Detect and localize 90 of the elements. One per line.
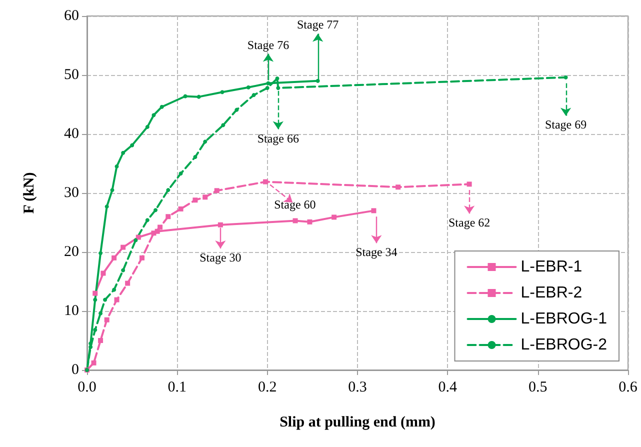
- point: [125, 280, 130, 286]
- point: [121, 150, 126, 155]
- point: [154, 208, 158, 212]
- point: [104, 204, 109, 209]
- x-tick-label: 0.0: [78, 380, 96, 396]
- point: [234, 108, 239, 112]
- point: [221, 123, 226, 128]
- annotation: Stage 66: [257, 131, 299, 146]
- point: [214, 188, 220, 194]
- legend-label: L-EBROG-1: [520, 310, 608, 328]
- point: [88, 344, 93, 349]
- y-tick-label: 40: [64, 126, 79, 142]
- point: [466, 182, 472, 187]
- x-tick-label: 0.1: [168, 380, 187, 396]
- point: [98, 251, 103, 256]
- point: [166, 188, 170, 192]
- point: [202, 194, 208, 200]
- y-tick-label: 60: [64, 8, 79, 24]
- point: [292, 218, 298, 224]
- legend-label: L-EBROG-2: [520, 336, 608, 354]
- point: [220, 90, 224, 94]
- point: [266, 81, 270, 86]
- point: [112, 255, 117, 260]
- y-tick-label: 30: [64, 185, 79, 201]
- point: [160, 104, 164, 109]
- point: [88, 341, 93, 346]
- annotation: Stage 69: [544, 118, 587, 132]
- point: [192, 198, 198, 203]
- point: [114, 297, 120, 302]
- point: [98, 338, 104, 343]
- point: [276, 86, 280, 90]
- point: [152, 113, 156, 118]
- point: [275, 76, 280, 81]
- x-tick-label: 0.6: [618, 380, 638, 396]
- y-tick-label: 0: [72, 362, 79, 378]
- point: [145, 218, 150, 222]
- annotation: Stage 60: [274, 197, 316, 212]
- point: [196, 94, 201, 99]
- point: [93, 328, 98, 332]
- y-tick-label: 20: [64, 244, 79, 260]
- x-tick-label: 0.2: [258, 380, 277, 396]
- point: [121, 268, 126, 272]
- point: [564, 75, 568, 80]
- annotation: Stage 77: [296, 18, 339, 32]
- point: [114, 164, 119, 168]
- point: [140, 255, 144, 260]
- point: [91, 360, 96, 366]
- point: [110, 188, 114, 192]
- point: [193, 155, 198, 160]
- point: [120, 244, 126, 250]
- x-tick-label: 0.4: [438, 380, 458, 396]
- annotation: Stage 76: [247, 38, 290, 52]
- point: [93, 298, 98, 302]
- point: [112, 288, 116, 292]
- annotation: Stage 34: [356, 245, 398, 260]
- x-tick-label: 0.3: [348, 380, 367, 396]
- point: [307, 219, 312, 224]
- y-tick-label: 10: [64, 303, 79, 319]
- point: [332, 214, 337, 220]
- x-tick-label: 0.5: [528, 380, 548, 396]
- point: [178, 172, 183, 176]
- legend-label: L-EBR-1: [520, 258, 582, 276]
- point: [145, 124, 150, 129]
- point: [158, 224, 163, 230]
- point: [92, 290, 98, 296]
- point: [166, 214, 171, 220]
- point: [252, 93, 256, 98]
- legend-label: L-EBR-2: [520, 284, 582, 302]
- point: [263, 179, 268, 184]
- point: [265, 86, 270, 90]
- point: [98, 311, 103, 316]
- point: [396, 184, 401, 190]
- point: [246, 85, 250, 90]
- x-axis-title: Slip at pulling end (mm): [280, 414, 436, 430]
- point: [178, 206, 184, 212]
- point: [371, 208, 376, 214]
- point: [183, 94, 188, 98]
- point: [104, 317, 110, 322]
- annotation: Stage 62: [448, 216, 490, 230]
- y-tick-label: 50: [64, 67, 79, 83]
- y-axis-title: F (kN): [22, 172, 38, 214]
- point: [130, 143, 134, 148]
- annotation: Stage 30: [200, 250, 242, 264]
- point: [134, 238, 138, 242]
- point: [151, 230, 156, 236]
- point: [103, 298, 108, 302]
- point: [136, 234, 141, 240]
- point: [218, 222, 223, 228]
- point: [100, 270, 106, 276]
- point: [203, 140, 208, 144]
